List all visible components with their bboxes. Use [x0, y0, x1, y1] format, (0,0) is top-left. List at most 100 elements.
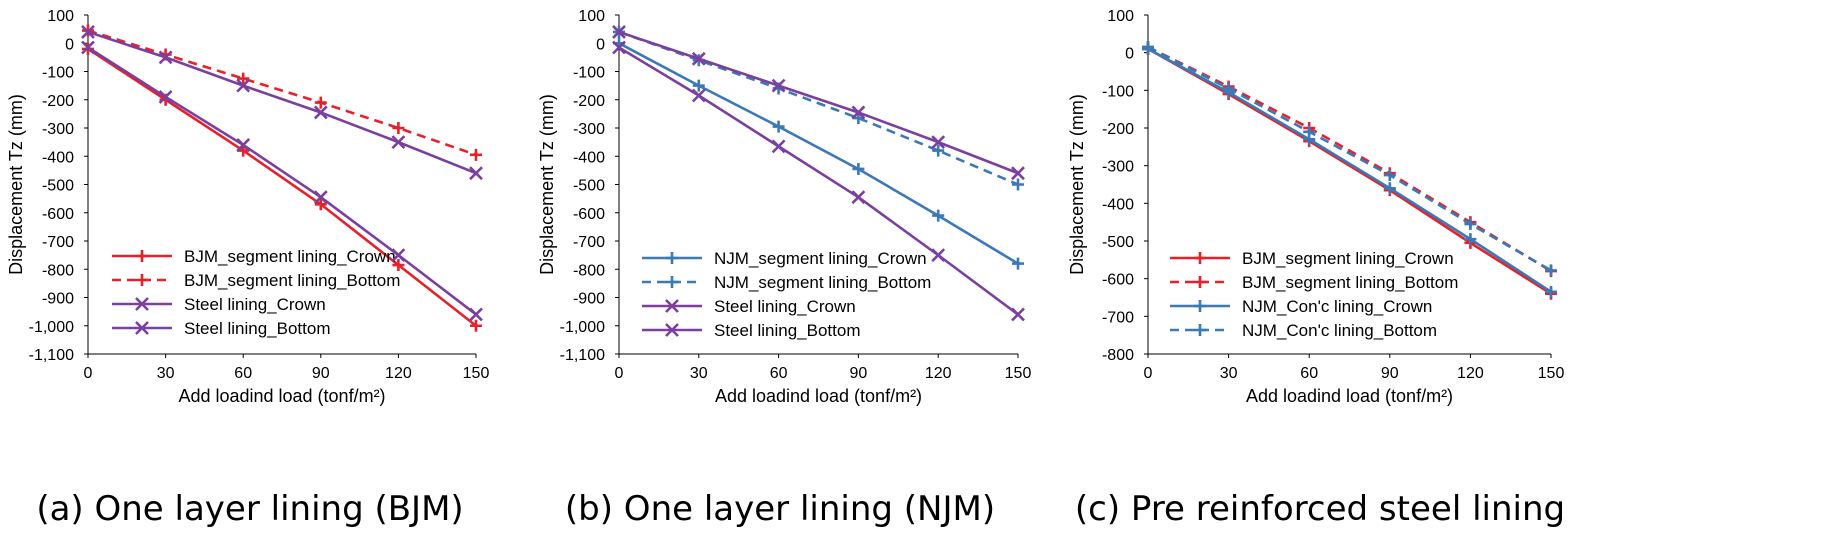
y-tick-label: 100	[578, 8, 605, 25]
series-line	[1147, 47, 1552, 295]
x-tick-label: 0	[615, 365, 624, 382]
x-tick-label: 0	[84, 365, 93, 382]
x-tick-label: 90	[312, 365, 330, 382]
data-point	[158, 50, 173, 65]
data-point	[771, 139, 786, 154]
series-line	[87, 46, 477, 316]
x-tick-label: 60	[1300, 365, 1318, 382]
y-tick-label: -200	[42, 93, 74, 110]
data-point	[1383, 169, 1396, 182]
y-tick-label: 100	[1107, 8, 1134, 25]
legend-marker	[666, 252, 678, 264]
data-point	[470, 319, 482, 332]
y-tick-label: -1,000	[560, 319, 605, 336]
series-2	[82, 24, 482, 161]
x-axis-label: Add loadind load (tonf/m²)	[715, 386, 922, 406]
series-4	[612, 40, 1025, 322]
y-tick-label: -300	[1102, 159, 1134, 176]
series-line	[1147, 47, 1552, 293]
legend-marker	[135, 297, 149, 311]
data-point	[852, 162, 865, 175]
series-4	[81, 25, 483, 181]
legend-marker	[1194, 252, 1206, 264]
y-tick-label: -800	[42, 262, 74, 279]
data-point	[691, 51, 706, 66]
panel-caption: (b) One layer lining (NJM)	[565, 489, 995, 529]
data-point	[1012, 257, 1024, 270]
y-tick-label: -100	[42, 65, 74, 82]
y-tick-label: 0	[596, 36, 605, 53]
y-tick-label: -700	[42, 234, 74, 251]
series-line	[618, 30, 1019, 175]
data-point	[771, 78, 786, 93]
x-tick-label: 150	[463, 365, 490, 382]
y-axis-label: Displacement Tz (mm)	[537, 94, 557, 275]
y-tick-label: -800	[573, 262, 605, 279]
y-axis-label: Displacement Tz (mm)	[6, 94, 26, 275]
data-point	[1464, 233, 1477, 246]
y-tick-label: 100	[47, 8, 74, 25]
series-1	[613, 37, 1024, 270]
legend-label: BJM_segment lining_Bottom	[184, 271, 400, 290]
x-tick-label: 60	[770, 365, 788, 382]
y-tick-label: -700	[573, 234, 605, 251]
y-tick-label: -600	[573, 206, 605, 223]
data-point	[772, 120, 785, 133]
legend-marker	[136, 274, 148, 286]
data-point	[314, 198, 327, 211]
data-point	[237, 72, 250, 85]
x-axis-label: Add loadind load (tonf/m²)	[178, 386, 385, 406]
legend-label: BJM_segment lining_Bottom	[1242, 273, 1458, 292]
series-line	[87, 29, 477, 157]
legend-marker	[1194, 324, 1206, 336]
x-axis-label: Add loadind load (tonf/m²)	[1246, 386, 1453, 406]
series-line	[87, 47, 477, 327]
chart-panel-1: 100 0 -100 -200 -300 -400 -500 -600 -700 -800 -900…	[6, 8, 489, 529]
y-tick-label: -200	[1102, 121, 1134, 138]
x-tick-label: 60	[234, 365, 252, 382]
legend-label: Steel lining_Bottom	[714, 321, 860, 340]
series-3	[81, 40, 483, 322]
data-point	[1142, 41, 1154, 54]
y-tick-label: -1,100	[560, 347, 605, 364]
data-point	[391, 248, 406, 263]
legend-marker	[666, 276, 678, 288]
y-tick-label: -300	[573, 121, 605, 138]
data-point	[692, 79, 705, 92]
x-tick-label: 90	[1381, 365, 1399, 382]
data-point	[392, 259, 405, 272]
data-point	[158, 90, 173, 104]
x-tick-label: 150	[1005, 365, 1032, 382]
x-tick-label: 120	[925, 365, 952, 382]
legend-label: Steel lining_Crown	[714, 297, 856, 316]
series-line	[618, 46, 1019, 316]
series-3	[612, 25, 1025, 181]
data-point	[470, 148, 482, 161]
panel-caption: (a) One layer lining (BJM)	[36, 489, 463, 529]
y-axis-label: Displacement Tz (mm)	[1067, 94, 1087, 275]
x-tick-label: 0	[1144, 365, 1153, 382]
legend-marker	[1194, 300, 1206, 312]
data-point	[469, 307, 483, 322]
y-tick-label: -700	[1102, 309, 1134, 326]
data-point	[81, 40, 95, 55]
y-tick-label: 0	[1125, 46, 1134, 63]
legend-marker	[665, 299, 679, 313]
series-line	[618, 42, 1019, 265]
y-tick-label: -200	[573, 93, 605, 110]
y-tick-label: -500	[1102, 234, 1134, 251]
data-point	[314, 96, 327, 109]
data-point	[1545, 285, 1557, 298]
data-point	[931, 248, 946, 263]
data-point	[236, 138, 251, 152]
y-tick-label: -500	[42, 178, 74, 195]
data-point	[932, 209, 945, 222]
x-tick-label: 30	[690, 365, 708, 382]
data-point	[1383, 182, 1396, 195]
series-line	[618, 30, 1019, 186]
data-point	[313, 105, 328, 120]
panel-caption: (c) Pre reinforced steel lining	[1075, 489, 1565, 529]
series-line	[1147, 45, 1552, 272]
data-point	[1011, 307, 1025, 322]
